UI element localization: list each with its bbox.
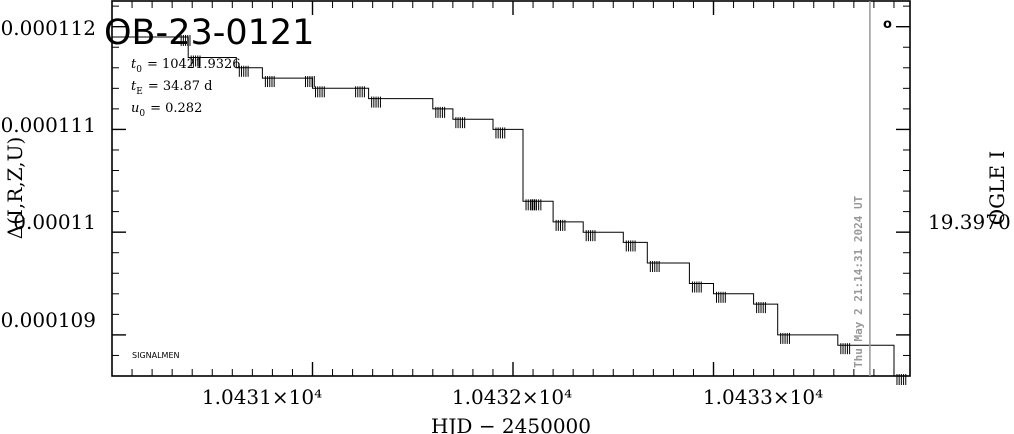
data-cluster — [780, 332, 790, 344]
data-cluster — [435, 106, 446, 118]
y-axis-label-left: Δ(I,R,Z,U) — [3, 137, 27, 239]
y-tick-label-0.000112: 0.000112 — [1, 16, 96, 40]
data-cluster — [716, 291, 726, 303]
chart-title: OB-23-0121 — [104, 13, 314, 53]
data-cluster — [180, 34, 191, 46]
param-t0-symbol: t — [131, 57, 137, 72]
x-axis-label: HJD − 2450000 — [431, 414, 591, 434]
data-cluster — [896, 374, 907, 385]
tick-marks — [112, 1, 910, 377]
x-tick-label-10432: 1.0432×10⁴ — [452, 385, 572, 409]
y-axis-label-right: OGLE I — [985, 151, 1009, 226]
data-cluster — [455, 117, 466, 129]
data-cluster — [264, 76, 275, 88]
param-t0-value: = 10421.9326 — [147, 57, 241, 72]
data-cluster — [585, 230, 596, 242]
param-te-sub: E — [136, 87, 143, 97]
data-cluster — [371, 96, 381, 108]
param-t0-sub: 0 — [136, 65, 142, 75]
data-cluster — [840, 343, 851, 355]
data-cluster — [756, 302, 766, 314]
data-cluster — [304, 76, 315, 88]
param-te-value: = 34.87 d — [148, 79, 213, 94]
data-cluster — [649, 260, 660, 272]
plot-frame — [111, 0, 911, 377]
legend-marker: o — [883, 17, 892, 32]
param-t0: t0 = 10421.9326 — [131, 57, 241, 75]
param-te-symbol: t — [131, 79, 137, 94]
data-cluster — [238, 65, 249, 77]
y-tick-label-right: 19.3970 — [928, 210, 1011, 234]
y-tick-label-0.000109: 0.000109 — [1, 308, 96, 332]
data-cluster — [190, 55, 201, 67]
x-tick-label-10433: 1.0433×10⁴ — [703, 385, 823, 409]
param-te: tE = 34.87 d — [131, 79, 213, 97]
data-cluster — [525, 199, 536, 211]
data-cluster — [531, 199, 542, 211]
y-tick-label-0.00011: 0.00011 — [13, 210, 96, 234]
data-layer — [112, 34, 910, 385]
data-cluster — [315, 86, 325, 98]
param-u0-sub: 0 — [139, 109, 145, 119]
param-u0-value: = 0.282 — [150, 101, 202, 116]
series-0-line — [112, 36, 910, 377]
data-cluster — [555, 219, 566, 231]
source-label: SIGNALMEN — [132, 351, 180, 360]
param-u0-symbol: u — [131, 101, 139, 116]
data-cluster — [625, 240, 636, 252]
data-cluster — [691, 281, 702, 293]
param-u0: u0 = 0.282 — [131, 101, 202, 119]
data-cluster — [495, 127, 506, 139]
y-tick-label-0.000111: 0.000111 — [1, 113, 96, 137]
x-tick-label-10431: 1.0431×10⁴ — [202, 385, 322, 409]
data-cluster — [355, 86, 365, 98]
timestamp-text: Thu May 2 21:14:31 2024 UT — [852, 195, 865, 368]
